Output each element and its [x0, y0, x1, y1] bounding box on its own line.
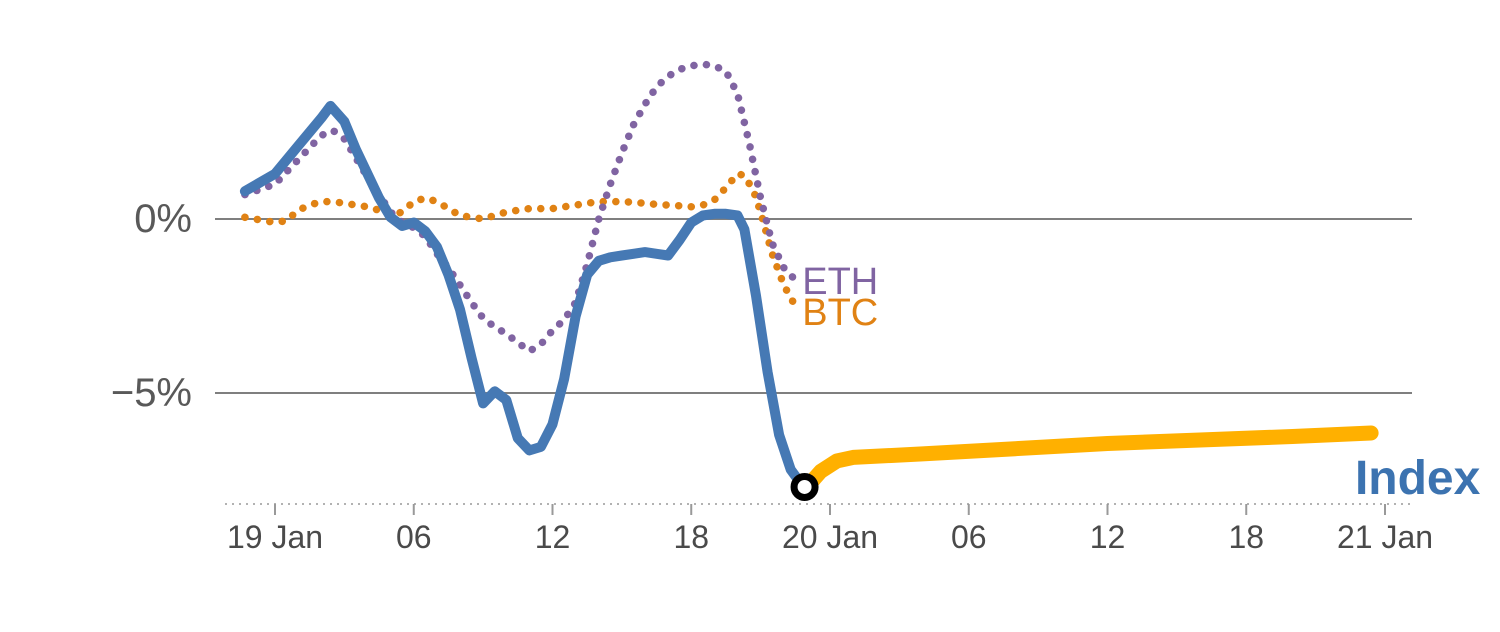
series-line-index	[239, 100, 810, 494]
x-tick-label: 20 Jan	[782, 519, 878, 555]
series-label-btc: BTC	[802, 292, 878, 334]
crypto-performance-chart: 0% −5% 19 Jan 06 12 18 20 Jan 06 12 18 21 Jan ETH BT…	[40, 16, 1500, 616]
series-line-btc	[241, 170, 800, 310]
series-label-eth: ETH	[802, 261, 878, 303]
x-tick-label: 18	[673, 519, 709, 555]
series-label-index: Index	[1355, 452, 1481, 505]
x-tick-label: 18	[1228, 519, 1264, 555]
x-tick-label: 06	[951, 519, 987, 555]
y-axis-label: 0%	[134, 197, 192, 241]
x-tick-label: 19 Jan	[227, 519, 323, 555]
y-axis-label: −5%	[111, 371, 192, 415]
x-tick-label: 12	[1090, 519, 1126, 555]
marker-current-point	[790, 472, 819, 501]
chart-canvas: 0% −5% 19 Jan 06 12 18 20 Jan 06 12 18 21 Jan ETHBT…	[111, 60, 1481, 555]
x-tick-label: 21 Jan	[1337, 519, 1433, 555]
x-tick-label: 12	[535, 519, 571, 555]
x-tick-label: 06	[396, 519, 432, 555]
series-line-index-forecast	[799, 425, 1379, 495]
